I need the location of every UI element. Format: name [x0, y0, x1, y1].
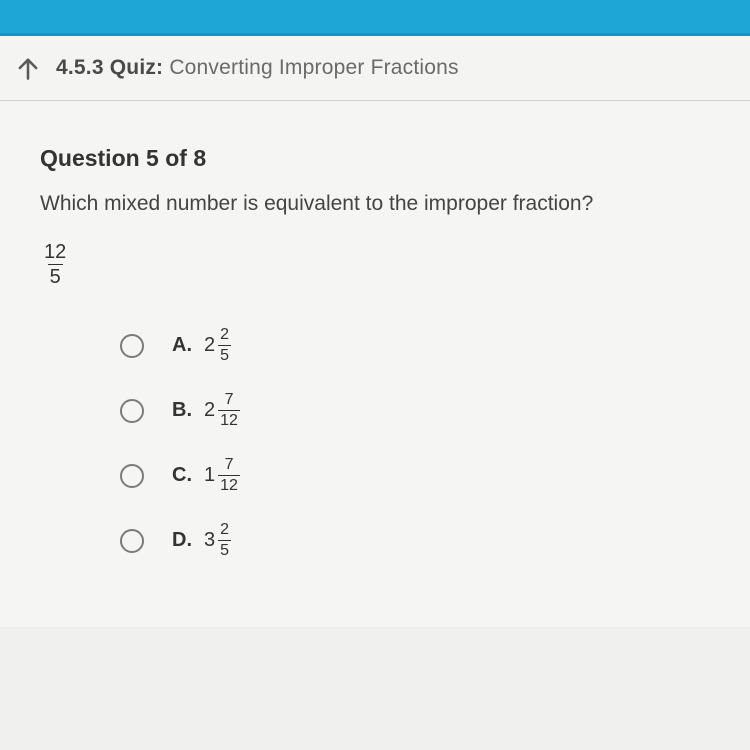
- answer-letter: B.: [172, 399, 194, 422]
- quiz-topic: Converting Improper Fractions: [169, 56, 458, 79]
- answer-letter: C.: [172, 464, 194, 487]
- quiz-header: 4.5.3 Quiz: Converting Improper Fraction…: [0, 36, 750, 101]
- fraction-numerator: 12: [42, 242, 68, 264]
- back-arrow-icon[interactable]: [14, 54, 42, 82]
- mixed-number: 1 7 12: [204, 457, 240, 494]
- answer-option-a[interactable]: A. 2 2 5: [120, 327, 710, 364]
- top-accent-bar: [0, 0, 750, 36]
- answer-option-b[interactable]: B. 2 7 12: [120, 392, 710, 429]
- fraction-denominator: 5: [48, 264, 63, 287]
- radio-icon[interactable]: [120, 529, 144, 553]
- quiz-title: 4.5.3 Quiz: Converting Improper Fraction…: [56, 56, 459, 80]
- section-number: 4.5.3: [56, 56, 104, 79]
- improper-fraction: 12 5: [42, 242, 710, 287]
- radio-icon[interactable]: [120, 399, 144, 423]
- radio-icon[interactable]: [120, 464, 144, 488]
- answer-letter: D.: [172, 529, 194, 552]
- question-panel: Question 5 of 8 Which mixed number is eq…: [0, 101, 750, 627]
- mixed-number: 2 2 5: [204, 327, 231, 364]
- answer-letter: A.: [172, 334, 194, 357]
- radio-icon[interactable]: [120, 334, 144, 358]
- mixed-number: 2 7 12: [204, 392, 240, 429]
- quiz-label: Quiz:: [110, 56, 164, 79]
- answer-option-d[interactable]: D. 3 2 5: [120, 522, 710, 559]
- answer-option-c[interactable]: C. 1 7 12: [120, 457, 710, 494]
- mixed-number: 3 2 5: [204, 522, 231, 559]
- question-prompt: Which mixed number is equivalent to the …: [40, 192, 710, 216]
- question-counter: Question 5 of 8: [40, 145, 710, 172]
- answer-list: A. 2 2 5 B. 2 7 12 C.: [120, 327, 710, 559]
